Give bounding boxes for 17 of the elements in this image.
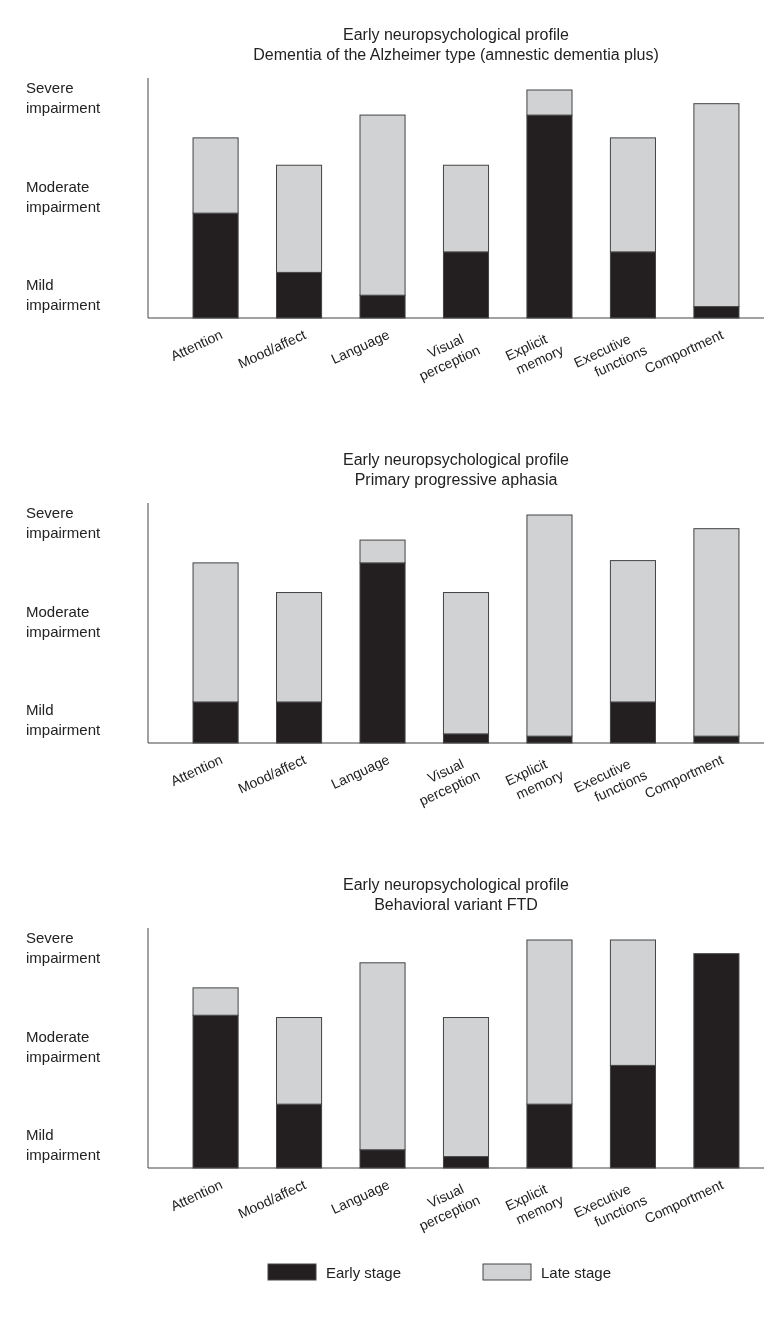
chart-subtitle: Behavioral variant FTD xyxy=(374,896,538,913)
text: Severe impairment xyxy=(26,79,102,117)
text: Mild impairment xyxy=(26,1126,102,1163)
chart-title: Early neuropsychological profile xyxy=(343,451,570,468)
text: Moderate impairment xyxy=(26,602,102,640)
text: Moderate impairment xyxy=(26,1027,102,1065)
text: Mild impairment xyxy=(26,276,102,313)
chart-title: Early neuropsychological profile xyxy=(343,26,570,43)
chart-subtitle: Primary progressive aphasia xyxy=(354,471,558,488)
text: Mild impairment xyxy=(26,701,102,738)
chart-subtitle: Dementia of the Alzheimer type (amnestic dementia plus) xyxy=(253,46,659,63)
chart-title: Early neuropsychological profile xyxy=(343,876,570,893)
legend-label: Late stage xyxy=(541,1264,612,1281)
text: Severe impairment xyxy=(26,929,102,967)
text: Severe impairment xyxy=(26,504,102,542)
text: Moderate impairment xyxy=(26,177,102,215)
legend-label: Early stage xyxy=(326,1264,402,1281)
